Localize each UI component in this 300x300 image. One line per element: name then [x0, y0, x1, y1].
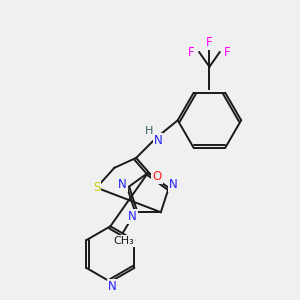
- Text: CH₃: CH₃: [113, 236, 134, 246]
- Text: H: H: [145, 126, 153, 136]
- Text: F: F: [206, 37, 213, 50]
- Text: O: O: [152, 170, 162, 183]
- Text: F: F: [224, 46, 231, 59]
- Text: N: N: [118, 178, 127, 191]
- Text: N: N: [108, 280, 117, 293]
- Text: N: N: [154, 134, 162, 147]
- Text: N: N: [128, 210, 136, 223]
- Text: S: S: [93, 181, 100, 194]
- Text: F: F: [188, 46, 195, 59]
- Text: N: N: [169, 178, 178, 191]
